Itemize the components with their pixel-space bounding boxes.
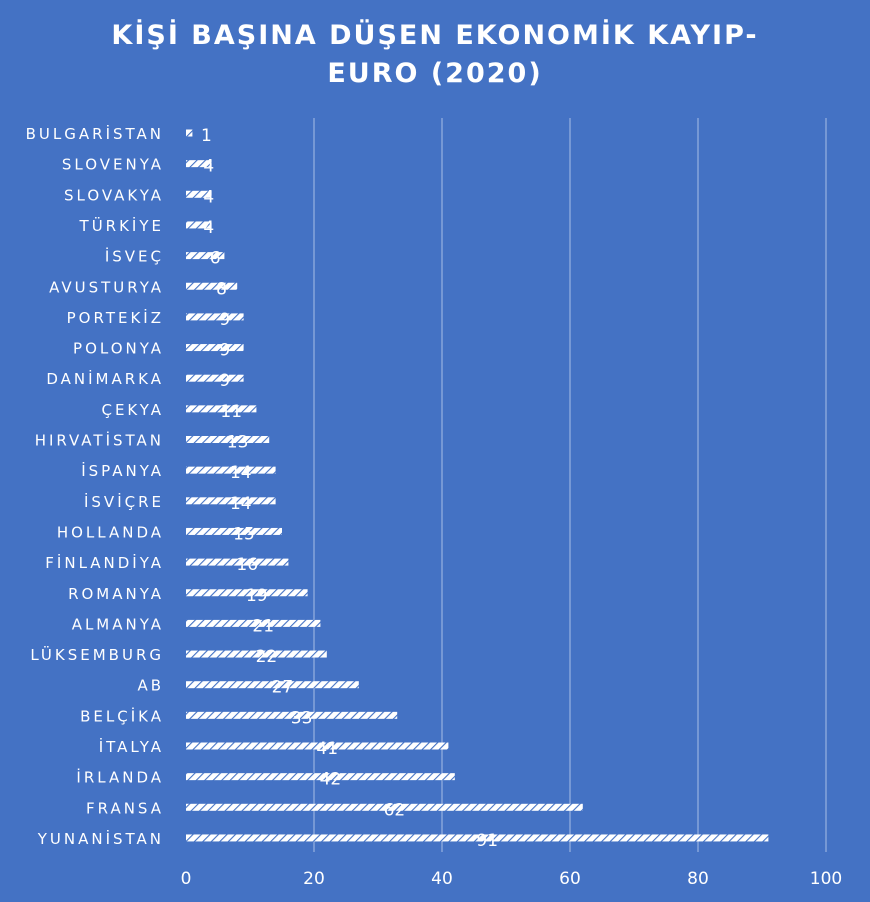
data-label: 4 — [203, 157, 214, 177]
data-label: 21 — [252, 616, 274, 636]
category-label: SLOVENYA — [62, 156, 164, 174]
data-label: 16 — [236, 555, 258, 575]
data-label: 14 — [230, 494, 252, 514]
data-label: 14 — [230, 463, 252, 483]
category-label: POLONYA — [73, 340, 164, 358]
bar — [186, 527, 282, 535]
bar — [186, 742, 449, 750]
bar — [186, 160, 212, 168]
category-label: BULGARİSTAN — [26, 124, 164, 143]
category-label: FİNLANDİYA — [45, 553, 164, 572]
bar — [186, 711, 398, 719]
bar — [186, 650, 327, 658]
data-label: 1 — [201, 126, 212, 146]
bar — [186, 558, 289, 566]
bar — [186, 405, 257, 413]
gridlines — [313, 118, 827, 852]
data-label: 33 — [291, 708, 313, 728]
bar — [186, 344, 244, 352]
bar — [186, 466, 276, 474]
bar — [186, 589, 308, 597]
category-label: İSVEÇ — [105, 247, 164, 266]
category-label: HIRVATİSTAN — [35, 431, 164, 450]
bar — [186, 773, 455, 781]
category-label: İTALYA — [99, 737, 164, 756]
category-label: İSVİÇRE — [84, 492, 164, 511]
bar — [186, 436, 270, 443]
data-label: 41 — [316, 739, 338, 759]
bar — [186, 834, 769, 842]
bar — [186, 221, 212, 229]
bar — [186, 282, 238, 290]
category-label: BELÇİKA — [80, 706, 164, 725]
bar — [186, 313, 244, 321]
category-label: İSPANYA — [81, 461, 164, 480]
data-label: 91 — [476, 831, 498, 851]
bar — [186, 129, 193, 137]
data-label: 9 — [219, 371, 230, 391]
category-label: TÜRKİYE — [79, 216, 164, 235]
data-label: 27 — [272, 678, 294, 698]
bar — [186, 803, 583, 811]
category-label: SLOVAKYA — [64, 186, 164, 204]
category-label: DANİMARKA — [46, 369, 164, 388]
category-label: ALMANYA — [72, 615, 164, 633]
category-label: HOLLANDA — [57, 523, 164, 541]
x-tick-label: 20 — [303, 869, 325, 889]
category-label: LÜKSEMBURG — [30, 645, 164, 664]
data-label: 8 — [216, 279, 227, 299]
data-label: 15 — [233, 524, 255, 544]
bar — [186, 497, 276, 505]
bars — [186, 129, 769, 842]
data-label: 13 — [227, 433, 249, 453]
bar — [186, 190, 212, 198]
bar — [186, 619, 321, 627]
category-label: ROMANYA — [68, 585, 164, 603]
x-tick-label: 60 — [559, 869, 581, 889]
x-tick-label: 100 — [810, 869, 842, 889]
data-label: 42 — [320, 770, 342, 790]
bar — [186, 681, 359, 689]
data-label: 62 — [384, 800, 406, 820]
x-tick-label: 0 — [181, 869, 192, 889]
category-label: FRANSA — [86, 799, 164, 817]
data-label: 19 — [246, 586, 268, 606]
category-label: AB — [137, 677, 164, 695]
chart-title-line-2: EURO (2020) — [327, 58, 543, 89]
data-label: 4 — [203, 187, 214, 207]
data-label: 22 — [256, 647, 278, 667]
category-label: PORTEKİZ — [67, 308, 164, 327]
category-label: İRLANDA — [76, 768, 164, 787]
category-label: AVUSTURYA — [49, 278, 164, 296]
chart-title-line-1: KİŞİ BAŞINA DÜŞEN EKONOMİK KAYIP- — [111, 20, 759, 51]
data-label: 11 — [220, 402, 242, 422]
x-tick-label: 80 — [687, 869, 709, 889]
labels: 0 20 40 60 80 100 BULGARİSTAN 1 SLOVENYA 4 SLOVAKY… — [26, 124, 843, 889]
data-label: 9 — [219, 310, 230, 330]
category-label: YUNANİSTAN — [37, 829, 164, 848]
bar — [186, 252, 225, 260]
bar — [186, 374, 244, 382]
data-label: 4 — [203, 218, 214, 238]
data-label: 6 — [210, 249, 221, 269]
x-tick-label: 40 — [431, 869, 453, 889]
category-label: ÇEKYA — [101, 401, 164, 419]
data-label: 9 — [219, 341, 230, 361]
